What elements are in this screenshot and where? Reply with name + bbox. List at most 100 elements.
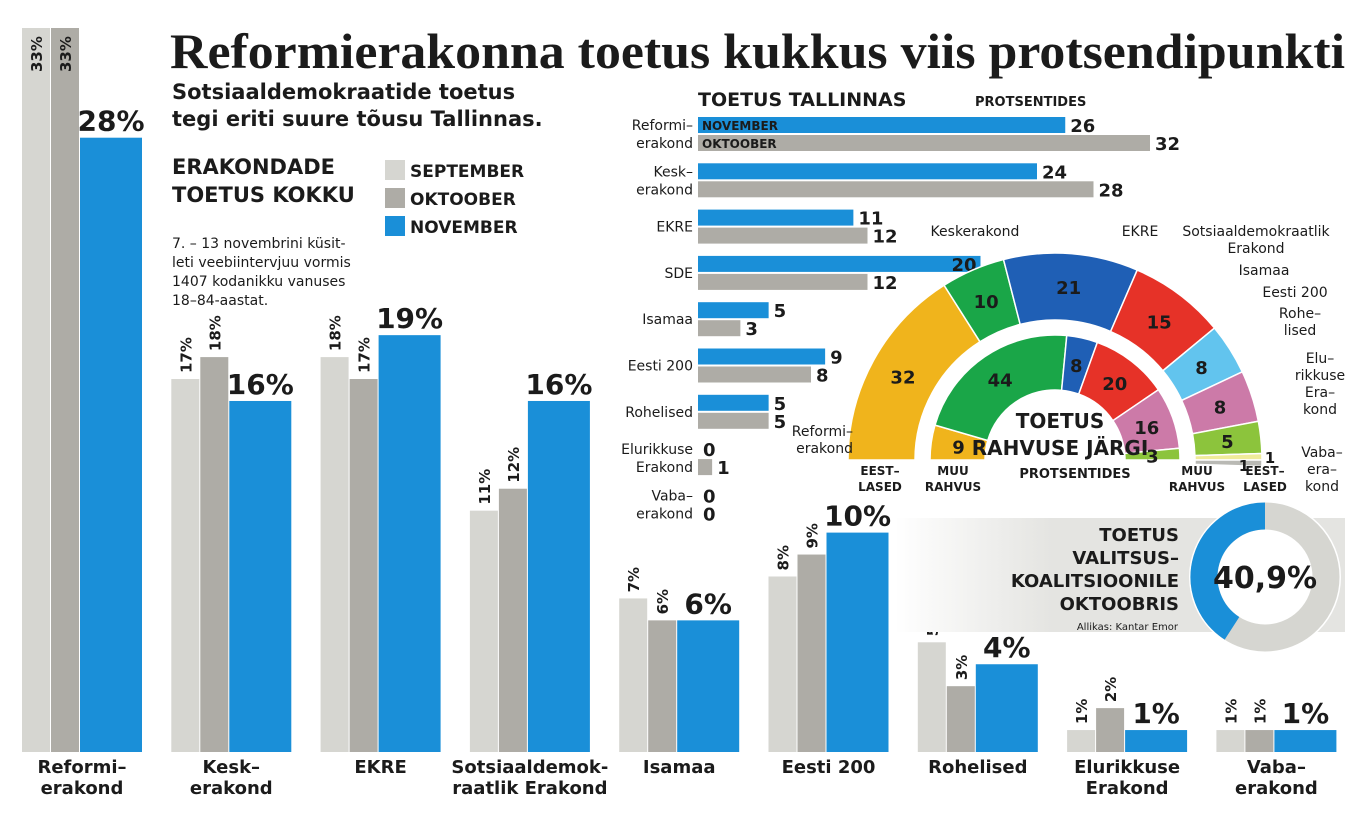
value-label: 26 — [1070, 116, 1095, 137]
bar — [917, 642, 946, 752]
bar — [378, 335, 441, 752]
value-label: 1 — [717, 458, 730, 479]
bar — [22, 28, 50, 752]
value-label: 10% — [824, 500, 891, 533]
category-label: Isamaa — [643, 757, 716, 778]
value-label: 8 — [816, 366, 829, 387]
bar — [698, 135, 1150, 151]
source: Allikas: Kantar Emor — [1077, 622, 1179, 633]
category-label: Eesti 200 — [1262, 285, 1327, 301]
bar — [698, 209, 854, 226]
value-label: 1% — [1282, 697, 1330, 730]
slice-label: 21 — [1056, 278, 1081, 299]
bar — [1067, 730, 1096, 752]
bar — [698, 163, 1037, 180]
bar — [229, 400, 292, 752]
value-label: 17% — [356, 337, 374, 373]
bar — [1245, 730, 1274, 752]
bar — [1125, 730, 1188, 752]
bar — [698, 181, 1094, 198]
series-label: OKTOOBER — [702, 137, 777, 151]
title: Reformierakonna toetus kukkus viis prots… — [170, 23, 1345, 79]
value-label: 17% — [177, 337, 195, 373]
value-label: 5 — [774, 394, 787, 415]
bar — [527, 400, 590, 752]
category-label: Vaba– erakond — [1235, 757, 1318, 799]
category-label: Vaba– era– kond — [1301, 445, 1343, 495]
value-label: 3 — [745, 319, 758, 340]
value-label: 12% — [505, 447, 523, 483]
value-label: 5 — [774, 412, 787, 433]
category-label: Rohelised — [625, 405, 693, 421]
bar — [975, 664, 1038, 752]
ring-label: EEST– LASED — [858, 464, 902, 494]
value-label: 32 — [1155, 134, 1180, 155]
ring-label: EEST– LASED — [1243, 464, 1287, 494]
bar — [797, 554, 826, 752]
value-label: 12 — [873, 273, 898, 294]
value-label: 2% — [1102, 677, 1120, 702]
donut-value: 40,9% — [1213, 561, 1317, 596]
bar — [349, 379, 378, 752]
bar — [200, 357, 229, 752]
bar — [698, 412, 769, 429]
value-label: 4% — [983, 631, 1031, 664]
value-label: 28% — [77, 105, 144, 138]
value-label: 24 — [1042, 162, 1067, 183]
category-label: Reformi– erakond — [792, 424, 853, 457]
value-label: 11% — [476, 469, 494, 505]
legend-swatch — [385, 188, 405, 208]
value-label: 9 — [830, 348, 843, 369]
category-label: Reformi– erakond — [632, 118, 693, 152]
slice — [934, 334, 1068, 442]
donut-arc — [1190, 502, 1266, 640]
value-label: 16% — [227, 368, 294, 401]
category-label: Rohe– lised — [1279, 306, 1321, 339]
category-label: Elu– rikkuse Era– kond — [1295, 351, 1345, 418]
value-label: 5 — [774, 301, 787, 322]
category-label: Eesti 200 — [782, 757, 876, 778]
subtitle: Sotsiaaldemokraatide toetus tegi eriti su… — [172, 80, 543, 131]
slice-label: 16 — [1134, 418, 1159, 439]
category-label: Kesk– erakond — [636, 164, 693, 198]
bar — [698, 302, 769, 319]
bar — [498, 488, 527, 752]
value-label: 18% — [327, 315, 345, 351]
category-label: Rohelised — [928, 757, 1027, 778]
bar — [698, 273, 868, 290]
slice-label: 1 — [1265, 449, 1275, 467]
value-label: 18% — [206, 315, 224, 351]
bar — [171, 379, 200, 752]
value-label: 1% — [1222, 699, 1240, 724]
chart-title: TOETUS TALLINNAS — [698, 89, 906, 111]
bar — [51, 28, 79, 752]
chart-title: TOETUS RAHVUSE JÄRGI — [972, 409, 1149, 460]
bar — [698, 394, 769, 411]
bar — [469, 510, 498, 752]
slice-label: 1 — [1239, 457, 1249, 475]
bar — [768, 576, 797, 752]
bar — [320, 357, 349, 752]
value-label: 33% — [28, 36, 46, 72]
value-label: 19% — [376, 302, 443, 335]
value-label: 11 — [858, 209, 883, 230]
category-label: EKRE — [354, 757, 406, 778]
value-label: 28 — [1099, 180, 1124, 201]
category-label: Sotsiaaldemok-raatlik Erakond — [451, 757, 608, 799]
category-label: Keskerakond — [931, 224, 1020, 240]
slice-label: 15 — [1147, 312, 1172, 333]
bar — [677, 620, 740, 752]
legend-swatch — [385, 160, 405, 180]
legend-label: SEPTEMBER — [410, 162, 524, 182]
slice-label: 20 — [1102, 374, 1127, 395]
ring-label: MUU RAHVUS — [925, 464, 981, 494]
category-label: Vaba– erakond — [636, 488, 693, 522]
value-label: 16% — [525, 368, 592, 401]
value-label: 9% — [804, 523, 822, 548]
category-label: Reformi– erakond — [37, 757, 126, 799]
slice — [1123, 447, 1181, 461]
bar — [698, 366, 811, 383]
category-label: Isamaa — [642, 312, 693, 328]
category-label: Isamaa — [1239, 263, 1290, 279]
